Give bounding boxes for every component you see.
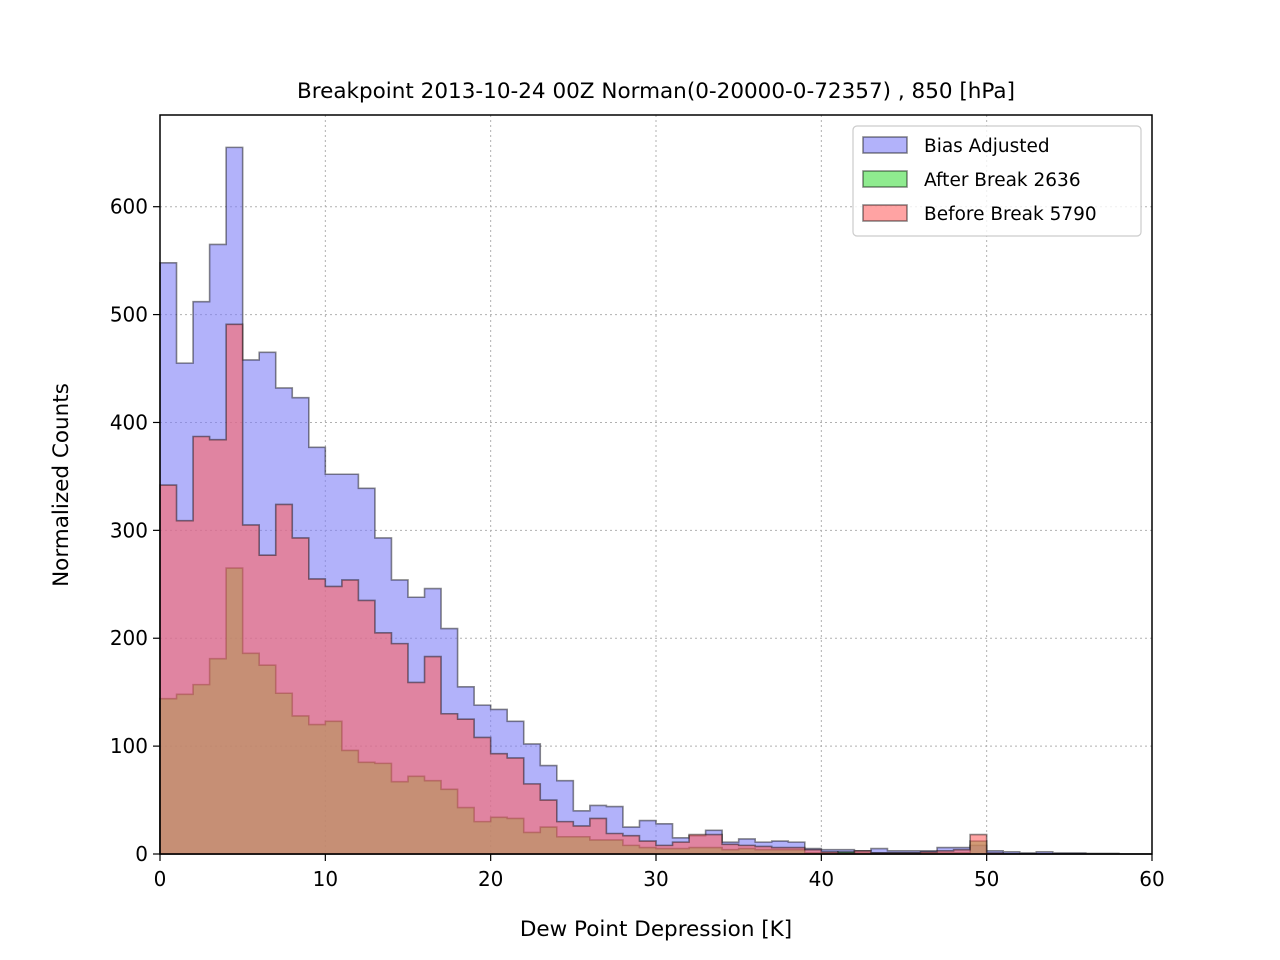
legend-frame [852,125,1142,237]
y-tick-label: 600 [110,195,148,219]
y-axis-label: Normalized Counts [49,383,74,587]
legend-label: After Break 2636 [924,170,1081,191]
y-tick-label: 300 [110,518,148,542]
x-axis-label: Dew Point Depression [K] [520,917,792,942]
legend-swatch [862,170,908,188]
legend-swatch [862,136,908,154]
histogram-series-3 [159,323,1152,855]
legend-label: Bias Adjusted [924,136,1050,157]
x-tick-label: 40 [809,867,834,891]
histogram-bars [159,146,1152,855]
y-tick-label: 200 [110,626,148,650]
legend: Bias Adjusted After Break 2636 Before Brea… [852,125,1142,237]
legend-label: Before Break 5790 [924,204,1097,225]
x-tick-label: 10 [313,867,338,891]
y-axis: 0 100 200 300 400 500 600 [110,195,160,866]
y-tick-label: 500 [110,303,148,327]
legend-swatch [862,204,908,222]
y-tick-label: 0 [135,842,148,866]
y-tick-label: 100 [110,734,148,758]
x-tick-label: 50 [974,867,999,891]
x-tick-label: 0 [154,867,167,891]
x-tick-label: 30 [643,867,668,891]
x-tick-label: 60 [1139,867,1164,891]
x-tick-label: 20 [478,867,503,891]
y-tick-label: 400 [110,410,148,434]
chart-title: Breakpoint 2013-10-24 00Z Norman(0-20000… [297,79,1015,104]
x-axis: 0 10 20 30 40 50 60 [154,854,1165,891]
